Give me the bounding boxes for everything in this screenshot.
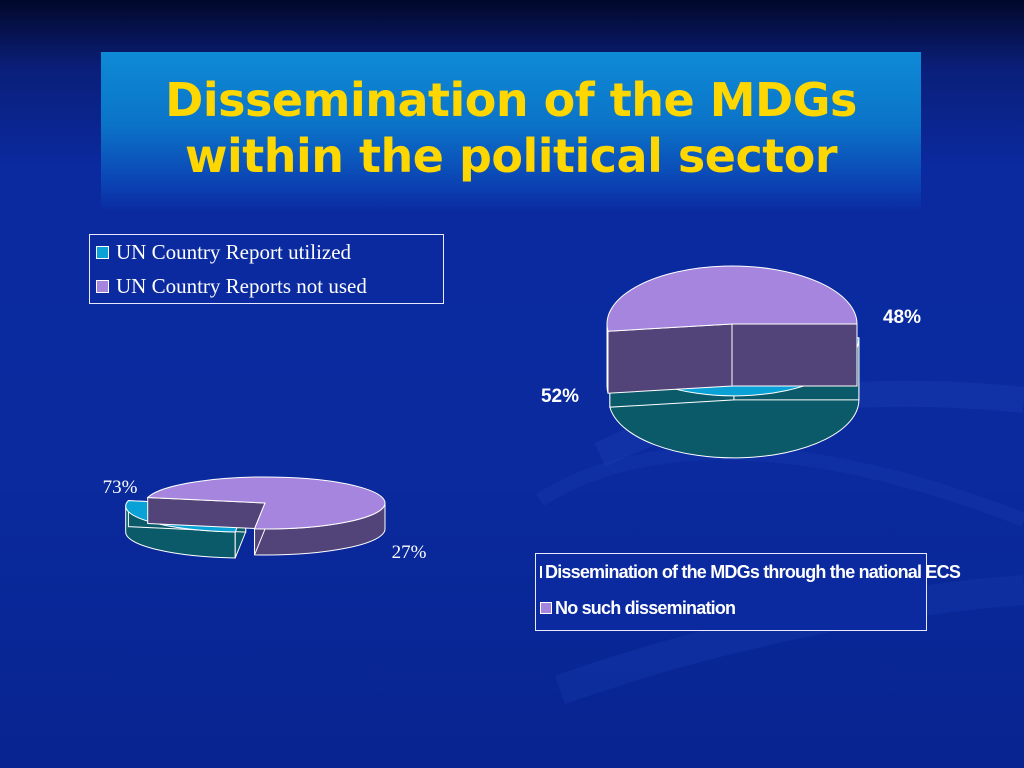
legend-chart-2: Dissemination of the MDGs through the na… <box>535 553 961 631</box>
legend-swatch-teal <box>540 566 542 578</box>
legend-swatch-purple <box>540 602 552 614</box>
legend-label-no-dissemination: No such dissemination <box>555 597 736 618</box>
legend-item-utilized: UN Country Report utilized <box>90 235 443 269</box>
legend-chart-1: UN Country Report utilized UN Country Re… <box>89 234 444 304</box>
pie-chart-2: 48% 52% <box>541 265 921 459</box>
title-line-1: Dissemination of the MDGs <box>165 73 857 127</box>
pie-slice-cut-face <box>607 323 733 394</box>
data-label-first: 27% <box>392 542 427 563</box>
legend-label-utilized: UN Country Report utilized <box>116 239 352 264</box>
data-label-second: 52% <box>541 386 579 407</box>
legend-swatch-teal <box>96 245 109 259</box>
pie-slice-cut-face <box>731 323 858 387</box>
title-banner: Dissemination of the MDGs within the pol… <box>101 52 921 212</box>
pie-chart-1: 27% 73% <box>103 476 427 563</box>
slide-title: Dissemination of the MDGs within the pol… <box>101 72 921 184</box>
legend-item-dissemination: Dissemination of the MDGs through the na… <box>536 554 961 590</box>
data-label-first: 48% <box>883 307 921 328</box>
pie-slice-un-country-reports-not-used <box>146 476 386 556</box>
legend-item-no-dissemination: No such dissemination <box>536 590 926 626</box>
legend-label-dissemination: Dissemination of the MDGs through the na… <box>545 561 961 582</box>
legend-item-not-used: UN Country Reports not used <box>90 269 443 303</box>
legend-swatch-purple <box>96 279 109 293</box>
pie-slice-top <box>146 476 386 530</box>
data-label-second: 73% <box>103 477 138 498</box>
legend-label-not-used: UN Country Reports not used <box>116 273 367 298</box>
title-line-2: within the political sector <box>184 129 838 183</box>
pie-slice-no-such-dissemination <box>606 265 858 394</box>
pie-slice-top <box>606 265 858 332</box>
